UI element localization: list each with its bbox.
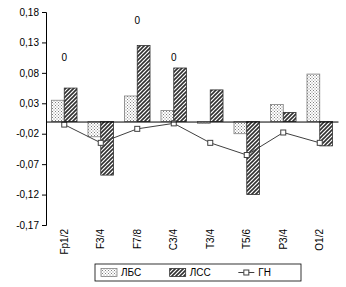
- x-tick-label: F7/8: [132, 229, 143, 249]
- bar: [51, 100, 64, 121]
- y-tick-mark: [42, 134, 46, 135]
- y-tick-label: -0,17: [16, 220, 39, 231]
- x-tick-label: C3/4: [168, 229, 179, 251]
- x-axis-line: [47, 122, 339, 123]
- plot: -0,17 -0,12 -0,07 -0,02 0,03 0,08 0,13 0,18 Fp1/…: [16, 7, 338, 255]
- bar: [270, 105, 283, 122]
- y-tick: -0,17: [16, 220, 46, 231]
- bar: [174, 68, 187, 122]
- y-tick: 0,13: [20, 37, 46, 48]
- annotation: 0: [61, 52, 67, 63]
- x-tick: O1/2: [314, 122, 325, 251]
- marker: [62, 122, 67, 127]
- annotation: 0: [171, 52, 177, 63]
- marker: [281, 130, 286, 135]
- x-tick: Fp1/2: [59, 122, 70, 255]
- x-tick-label: Fp1/2: [59, 229, 70, 255]
- marker: [317, 140, 322, 145]
- x-tick-label: F3/4: [95, 229, 106, 249]
- annotation: 0: [134, 15, 140, 26]
- y-tick-mark: [42, 103, 46, 104]
- legend: ЛБС ЛСС ГН: [95, 264, 301, 281]
- bar: [283, 112, 296, 121]
- y-tick: -0,12: [16, 189, 46, 200]
- y-tick-mark: [42, 42, 46, 43]
- x-tick: P3/4: [278, 122, 289, 250]
- marker: [98, 140, 103, 145]
- x-tick: F3/4: [95, 122, 106, 249]
- bar: [124, 96, 137, 122]
- bar: [101, 122, 114, 176]
- y-tick-mark: [42, 12, 46, 13]
- y-tick-mark: [42, 164, 46, 165]
- bar: [307, 74, 320, 121]
- y-tick: -0,02: [16, 128, 46, 139]
- y-tick-label: -0,07: [16, 159, 39, 170]
- bar: [234, 122, 247, 134]
- chart-container: -0,17 -0,12 -0,07 -0,02 0,03 0,08 0,13 0,18 Fp1/…: [0, 0, 346, 287]
- chart-svg: -0,17 -0,12 -0,07 -0,02 0,03 0,08 0,13 0,18 Fp1/…: [0, 0, 346, 287]
- x-tick: T5/6: [241, 122, 252, 249]
- y-tick-mark: [42, 195, 46, 196]
- marker: [135, 126, 140, 131]
- x-tick-label: T5/6: [241, 229, 252, 249]
- bar: [247, 122, 260, 195]
- y-tick-label: 0,13: [20, 37, 40, 48]
- legend-label: ЛБС: [121, 267, 141, 278]
- y-tick: 0,03: [20, 98, 46, 109]
- bar: [64, 88, 77, 121]
- y-tick-label: -0,02: [16, 128, 39, 139]
- y-tick-mark: [42, 73, 46, 74]
- legend-swatch: [101, 269, 117, 277]
- bar: [161, 111, 174, 122]
- y-tick: -0,07: [16, 159, 46, 170]
- y-tick-label: 0,18: [20, 7, 40, 18]
- y-tick-label: 0,03: [20, 98, 40, 109]
- y-axis-line: [42, 13, 47, 226]
- x-tick: C3/4: [168, 122, 179, 251]
- bar: [88, 122, 101, 137]
- x-tick: F7/8: [132, 122, 143, 249]
- x-axis: Fp1/2 F3/4 F7/8 C3/4 T3/4 T5/6 P3/4 O1/2: [47, 122, 339, 255]
- legend-label: ЛСС: [190, 267, 211, 278]
- y-axis: -0,17 -0,12 -0,07 -0,02 0,03 0,08 0,13 0,18: [16, 7, 46, 231]
- y-tick-label: -0,12: [16, 189, 39, 200]
- marks: [51, 45, 332, 194]
- x-tick-label: T3/4: [205, 229, 216, 249]
- legend-swatch: [170, 269, 186, 277]
- marker: [244, 153, 249, 158]
- x-tick-label: O1/2: [314, 229, 325, 251]
- marker: [208, 140, 213, 145]
- x-tick-label: P3/4: [278, 229, 289, 250]
- legend-marker: [244, 270, 249, 275]
- legend-box: [95, 264, 301, 281]
- line-series: [62, 121, 323, 158]
- line: [64, 123, 320, 155]
- y-tick-mark: [42, 225, 46, 226]
- y-tick-label: 0,08: [20, 68, 40, 79]
- bar-series: [64, 45, 332, 194]
- bar: [210, 90, 223, 122]
- y-tick: 0,18: [20, 7, 46, 18]
- y-tick: 0,08: [20, 68, 46, 79]
- bar: [137, 45, 150, 121]
- legend-label: ГН: [258, 267, 271, 278]
- x-tick: T3/4: [205, 122, 216, 249]
